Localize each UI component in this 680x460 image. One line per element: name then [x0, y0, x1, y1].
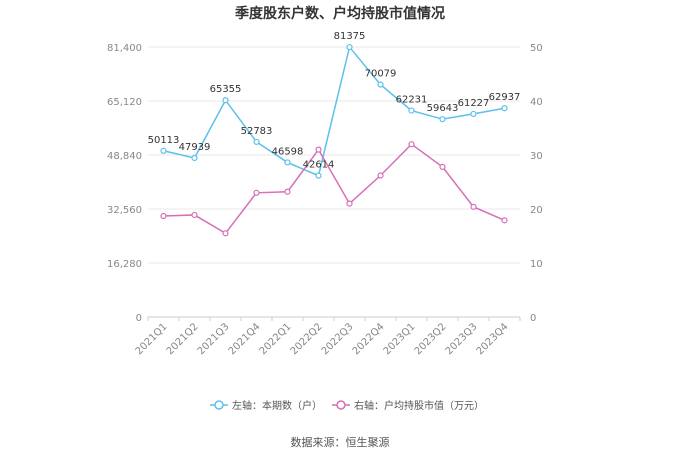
data-point: [377, 81, 384, 88]
x-axis: 2021Q12021Q22021Q32021Q42022Q12022Q22022…: [134, 317, 521, 357]
left-tick-label: 32,560: [107, 205, 142, 216]
right-tick-label: 0: [530, 313, 536, 324]
data-point: [160, 212, 167, 220]
source-text: 数据来源：恒生聚源: [291, 435, 390, 449]
legend: 左轴：本期数（户） 右轴：户均持股市值（万元）: [210, 399, 484, 412]
data-point: [160, 147, 167, 154]
data-point: [346, 43, 353, 51]
left-tick-label: 0: [136, 313, 142, 324]
data-point: [501, 105, 508, 112]
legend-item-1[interactable]: 左轴：本期数（户）: [210, 399, 322, 412]
data-point: [315, 146, 322, 153]
left-tick-label: 16,280: [107, 259, 142, 270]
data-point: [439, 163, 446, 170]
data-point: [501, 217, 508, 224]
x-tick-label: 2023Q1: [382, 321, 418, 357]
left-axis: 0 16,280 32,560 48,840 65,120 81,400: [107, 43, 142, 324]
data-point: [377, 172, 384, 179]
x-tick-label: 2022Q4: [351, 321, 387, 357]
data-point: [470, 110, 477, 118]
legend-marker: [214, 400, 224, 410]
data-point: [439, 116, 446, 123]
left-tick-label: 48,840: [107, 151, 142, 162]
legend-item-2[interactable]: 右轴：户均持股市值（万元）: [332, 399, 484, 412]
data-label: 52783: [241, 126, 273, 137]
data-point: [408, 107, 415, 114]
data-label: 81375: [334, 31, 366, 42]
data-label: 47939: [179, 142, 211, 153]
grid-layer: [148, 46, 520, 318]
data-point: [222, 230, 229, 237]
data-label: 65355: [210, 84, 242, 95]
legend-label: 右轴：户均持股市值（万元）: [354, 399, 484, 412]
x-tick-label: 2023Q2: [413, 321, 449, 357]
right-tick-label: 10: [530, 259, 543, 270]
data-label: 59643: [427, 103, 459, 114]
x-tick-label: 2021Q3: [196, 321, 232, 357]
data-point: [191, 211, 198, 219]
x-tick-label: 2023Q4: [475, 321, 511, 357]
data-label: 42614: [303, 160, 335, 171]
data-point: [253, 138, 260, 146]
data-label: 50113: [148, 135, 180, 146]
data-point: [191, 154, 198, 162]
data-point: [253, 189, 260, 196]
data-point: [346, 200, 353, 207]
series-layer: [160, 43, 508, 237]
chart-title: 季度股东户数、户均持股市值情况: [234, 5, 445, 22]
data-point: [315, 172, 322, 179]
data-label: 62231: [396, 95, 428, 106]
x-tick-label: 2022Q3: [320, 321, 356, 357]
series-line-2: [163, 143, 505, 235]
data-label: 70079: [365, 69, 397, 80]
right-tick-label: 20: [530, 205, 543, 216]
x-tick-label: 2021Q1: [134, 321, 170, 357]
x-tick-label: 2022Q1: [258, 321, 294, 357]
right-tick-label: 40: [530, 97, 543, 108]
data-label: 46598: [272, 146, 304, 157]
x-tick-label: 2023Q3: [444, 321, 480, 357]
right-axis: 0 10 20 30 40 50: [530, 43, 543, 324]
x-tick-label: 2021Q2: [165, 321, 201, 357]
data-point: [284, 188, 291, 195]
legend-label: 左轴：本期数（户）: [232, 399, 322, 412]
data-point: [284, 159, 291, 166]
legend-marker: [336, 400, 346, 410]
series-line-1: [163, 45, 505, 177]
data-point: [408, 141, 415, 148]
right-tick-label: 50: [530, 43, 543, 54]
x-tick-label: 2021Q4: [227, 321, 263, 357]
right-tick-label: 30: [530, 151, 543, 162]
data-point: [470, 203, 477, 210]
data-point: [222, 97, 229, 104]
data-label: 62937: [489, 92, 521, 103]
data-label: 61227: [458, 98, 490, 109]
x-tick-label: 2022Q2: [289, 321, 325, 357]
left-tick-label: 81,400: [107, 43, 142, 54]
left-tick-label: 65,120: [107, 97, 142, 108]
